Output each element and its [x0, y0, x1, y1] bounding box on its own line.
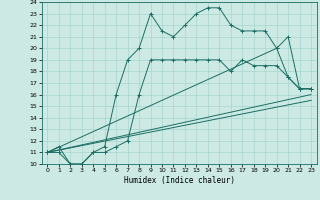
X-axis label: Humidex (Indice chaleur): Humidex (Indice chaleur) [124, 176, 235, 185]
